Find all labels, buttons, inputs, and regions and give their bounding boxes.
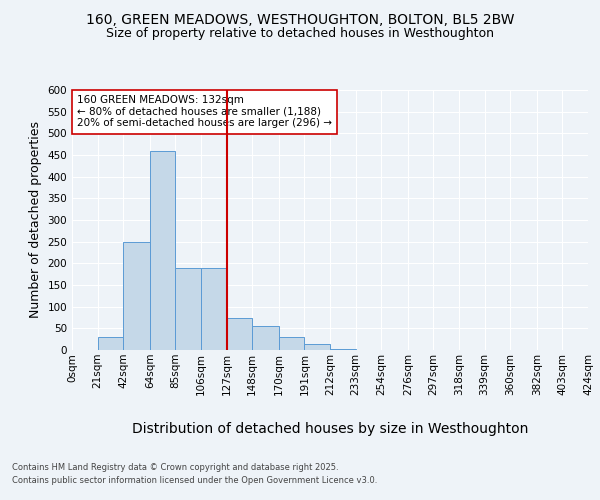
Bar <box>98 337 123 350</box>
Bar <box>227 318 252 350</box>
Bar <box>304 344 330 350</box>
Bar <box>123 242 150 350</box>
Bar <box>150 150 175 350</box>
Text: Distribution of detached houses by size in Westhoughton: Distribution of detached houses by size … <box>132 422 528 436</box>
Bar <box>175 268 201 350</box>
Bar <box>201 268 227 350</box>
Y-axis label: Number of detached properties: Number of detached properties <box>29 122 42 318</box>
Text: Size of property relative to detached houses in Westhoughton: Size of property relative to detached ho… <box>106 28 494 40</box>
Bar <box>252 326 279 350</box>
Text: 160, GREEN MEADOWS, WESTHOUGHTON, BOLTON, BL5 2BW: 160, GREEN MEADOWS, WESTHOUGHTON, BOLTON… <box>86 12 514 26</box>
Text: Contains public sector information licensed under the Open Government Licence v3: Contains public sector information licen… <box>12 476 377 485</box>
Text: 160 GREEN MEADOWS: 132sqm
← 80% of detached houses are smaller (1,188)
20% of se: 160 GREEN MEADOWS: 132sqm ← 80% of detac… <box>77 95 332 128</box>
Text: Contains HM Land Registry data © Crown copyright and database right 2025.: Contains HM Land Registry data © Crown c… <box>12 462 338 471</box>
Bar <box>330 348 356 350</box>
Bar <box>279 337 304 350</box>
